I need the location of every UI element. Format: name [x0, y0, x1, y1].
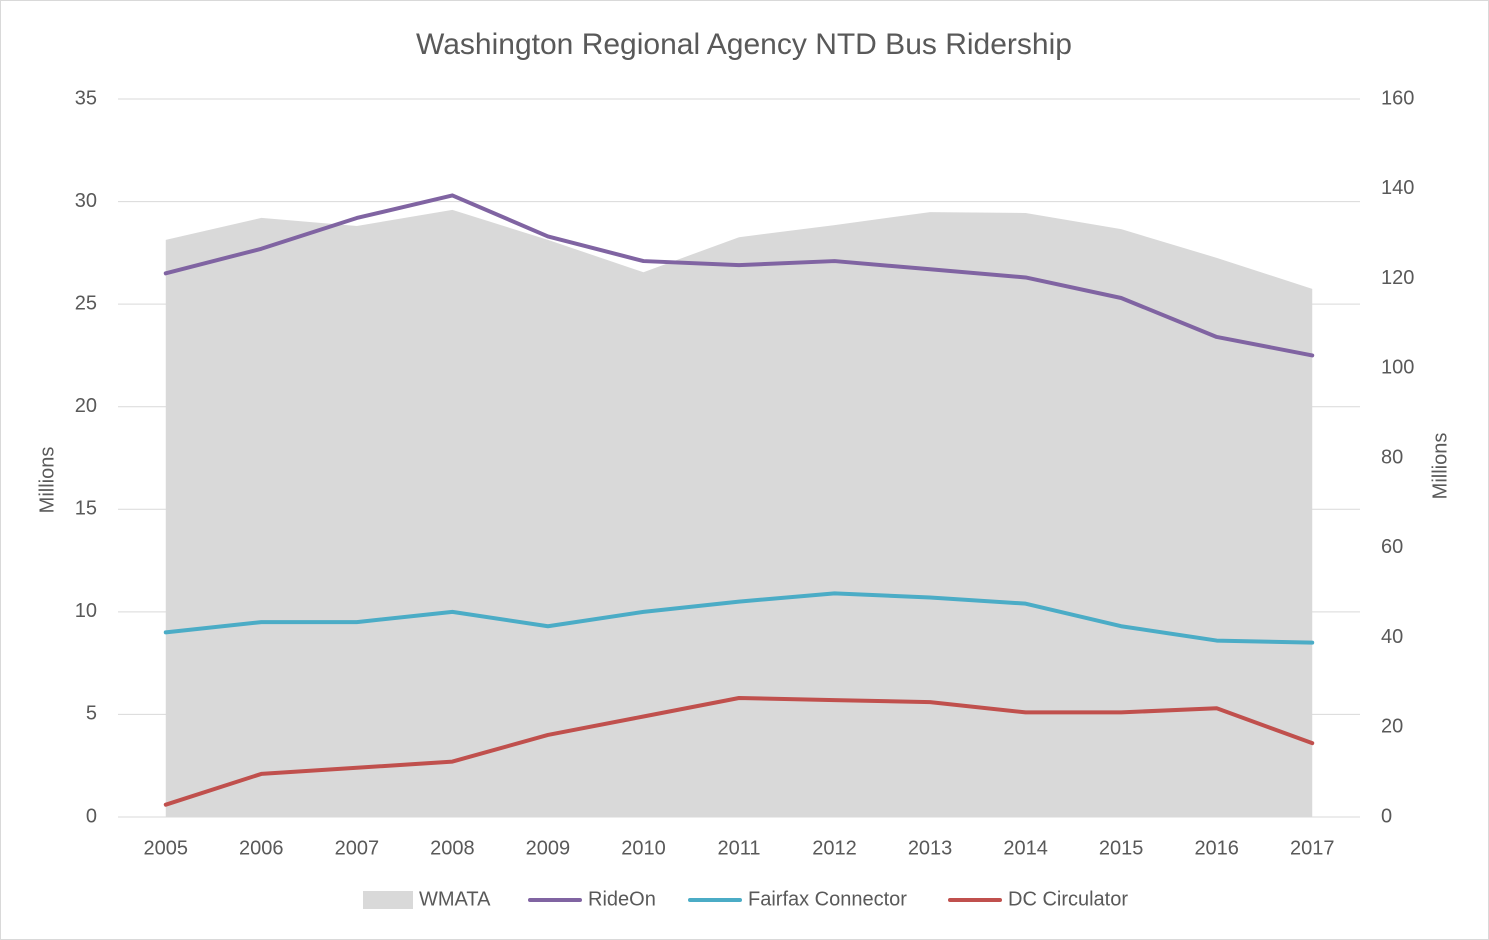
y2-tick-label: 140 [1381, 177, 1414, 199]
y2-tick-label: 100 [1381, 357, 1414, 379]
y2-tick-label: 20 [1381, 716, 1403, 738]
legend-label: Fairfax Connector [748, 888, 907, 910]
area [165, 209, 1313, 817]
y-tick-label: 35 [75, 87, 97, 109]
x-tick-label: 2005 [144, 837, 189, 859]
line [163, 696, 1315, 807]
x-tick-label: 2013 [908, 837, 953, 859]
line [163, 591, 1315, 645]
x-tick-label: 2015 [1099, 837, 1144, 859]
x-tick-label: 2016 [1194, 837, 1239, 859]
y-tick-label: 0 [86, 805, 97, 827]
x-tick-label: 2007 [335, 837, 380, 859]
y2-tick-label: 40 [1381, 626, 1403, 648]
legend-label: DC Circulator [1008, 888, 1128, 910]
y-tick-label: 25 [75, 292, 97, 314]
y-tick-label: 5 [86, 703, 97, 725]
y-axis-title: Millions [36, 447, 58, 514]
y2-tick-label: 60 [1381, 536, 1403, 558]
x-tick-label: 2010 [621, 837, 666, 859]
y2-tick-label: 160 [1381, 87, 1414, 109]
x-tick-label: 2011 [717, 837, 760, 859]
legend-label: RideOn [588, 888, 656, 910]
y2-tick-label: 120 [1381, 267, 1414, 289]
y2-tick-label: 80 [1381, 446, 1403, 468]
x-tick-label: 2009 [526, 837, 571, 859]
y-tick-label: 15 [75, 498, 97, 520]
x-tick-label: 2006 [239, 837, 284, 859]
y2-axis-title: Millions [1429, 433, 1451, 500]
chart-title: Washington Regional Agency NTD Bus Rider… [416, 28, 1072, 61]
x-tick-label: 2014 [1003, 837, 1048, 859]
legend-swatch [363, 891, 413, 909]
x-tick-label: 2017 [1290, 837, 1335, 859]
line [163, 193, 1315, 358]
y-tick-label: 30 [75, 190, 97, 212]
y-tick-label: 10 [75, 600, 97, 622]
x-tick-label: 2008 [430, 837, 475, 859]
y-tick-label: 20 [75, 395, 97, 417]
legend-label: WMATA [419, 888, 491, 910]
y2-tick-label: 0 [1381, 805, 1392, 827]
x-tick-label: 2012 [812, 837, 857, 859]
